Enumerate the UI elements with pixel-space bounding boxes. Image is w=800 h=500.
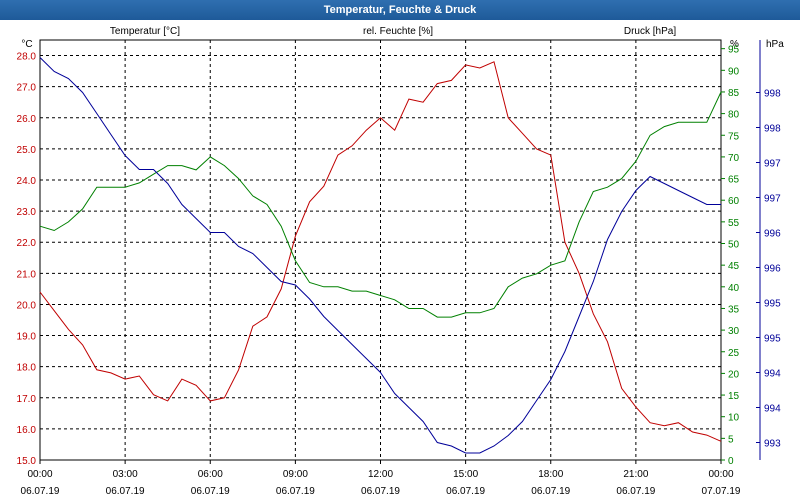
humidity-tick-label: 35 bbox=[728, 304, 740, 315]
humidity-tick-label: 65 bbox=[728, 175, 740, 186]
humidity-tick-label: 20 bbox=[728, 369, 740, 380]
humidity-tick-label: 10 bbox=[728, 413, 740, 424]
tick-labels: 00:00 06.07.19 03:00 06.07.19 06:00 06.07.19 0… bbox=[17, 45, 782, 497]
x-tick-date: 06.07.19 bbox=[446, 486, 485, 497]
humidity-series-line bbox=[39, 91, 722, 318]
x-tick-time: 09:00 bbox=[283, 469, 308, 480]
humidity-tick-label: 70 bbox=[728, 153, 740, 164]
x-tick-time: 18:00 bbox=[538, 469, 563, 480]
pressure-unit-label: hPa bbox=[766, 39, 784, 50]
pressure-tick-label: 996 bbox=[764, 229, 781, 240]
humidity-axis-label: rel. Feuchte [%] bbox=[363, 26, 433, 37]
humidity-tick-label: 85 bbox=[728, 88, 740, 99]
temperature-tick-label: 24.0 bbox=[17, 176, 37, 187]
temperature-tick-label: 15.0 bbox=[17, 456, 37, 467]
temperature-tick-label: 17.0 bbox=[17, 394, 37, 405]
temperature-tick-label: 18.0 bbox=[17, 363, 37, 374]
pressure-tick-label: 996 bbox=[764, 264, 781, 275]
temperature-tick-label: 21.0 bbox=[17, 269, 37, 280]
humidity-tick-label: 25 bbox=[728, 348, 740, 359]
humidity-tick-label: 55 bbox=[728, 218, 740, 229]
pressure-series-line bbox=[39, 57, 721, 454]
x-tick-time: 00:00 bbox=[27, 469, 52, 480]
humidity-tick-label: 95 bbox=[728, 45, 740, 56]
pressure-tick-label: 995 bbox=[764, 299, 781, 310]
temperature-tick-label: 19.0 bbox=[17, 332, 37, 343]
humidity-tick-label: 60 bbox=[728, 196, 740, 207]
x-tick-time: 03:00 bbox=[113, 469, 138, 480]
humidity-tick-label: 75 bbox=[728, 131, 740, 142]
humidity-tick-label: 15 bbox=[728, 391, 740, 402]
x-tick-time: 12:00 bbox=[368, 469, 393, 480]
humidity-tick-label: 40 bbox=[728, 283, 740, 294]
pressure-tick-label: 995 bbox=[764, 334, 781, 345]
chart-canvas: Temperatur [°C] rel. Feuchte [%] Druck [… bbox=[17, 26, 785, 497]
x-tick-date: 06.07.19 bbox=[531, 486, 570, 497]
humidity-tick-label: 5 bbox=[728, 434, 734, 445]
pressure-tick-label: 994 bbox=[764, 369, 781, 380]
x-tick-time: 00:00 bbox=[708, 469, 733, 480]
x-tick-date: 06.07.19 bbox=[106, 486, 145, 497]
grid-lines bbox=[40, 40, 721, 460]
pressure-tick-label: 998 bbox=[764, 89, 781, 100]
pressure-tick-label: 997 bbox=[764, 194, 781, 205]
temperature-unit-label: °C bbox=[21, 39, 32, 50]
x-tick-date: 06.07.19 bbox=[361, 486, 400, 497]
temperature-tick-label: 25.0 bbox=[17, 145, 37, 156]
temperature-tick-label: 28.0 bbox=[17, 52, 37, 63]
temperature-axis-label: Temperatur [°C] bbox=[110, 26, 180, 37]
temperature-tick-label: 26.0 bbox=[17, 114, 37, 125]
x-tick-date: 07.07.19 bbox=[702, 486, 741, 497]
pressure-axis-label: Druck [hPa] bbox=[624, 26, 676, 37]
x-tick-date: 06.07.19 bbox=[276, 486, 315, 497]
x-tick-date: 06.07.19 bbox=[616, 486, 655, 497]
temperature-tick-label: 23.0 bbox=[17, 207, 37, 218]
humidity-tick-label: 0 bbox=[728, 456, 734, 467]
x-tick-time: 15:00 bbox=[453, 469, 478, 480]
x-tick-date: 06.07.19 bbox=[21, 486, 60, 497]
humidity-tick-label: 80 bbox=[728, 110, 740, 121]
window-title: Temperatur, Feuchte & Druck bbox=[0, 0, 800, 20]
temperature-series-line bbox=[39, 61, 722, 442]
x-tick-time: 21:00 bbox=[623, 469, 648, 480]
temperature-tick-label: 20.0 bbox=[17, 300, 37, 311]
temperature-tick-label: 27.0 bbox=[17, 83, 37, 94]
pressure-tick-label: 993 bbox=[764, 439, 781, 450]
humidity-tick-label: 45 bbox=[728, 261, 740, 272]
humidity-unit-label: % bbox=[730, 39, 739, 50]
series-group bbox=[39, 57, 722, 454]
temperature-tick-label: 22.0 bbox=[17, 238, 37, 249]
x-tick-time: 06:00 bbox=[198, 469, 223, 480]
humidity-tick-label: 90 bbox=[728, 66, 740, 77]
pressure-tick-label: 998 bbox=[764, 124, 781, 135]
pressure-tick-label: 997 bbox=[764, 159, 781, 170]
humidity-tick-label: 30 bbox=[728, 326, 740, 337]
pressure-tick-label: 994 bbox=[764, 404, 781, 415]
x-tick-date: 06.07.19 bbox=[191, 486, 230, 497]
humidity-tick-label: 50 bbox=[728, 240, 740, 251]
temperature-tick-label: 16.0 bbox=[17, 425, 37, 436]
